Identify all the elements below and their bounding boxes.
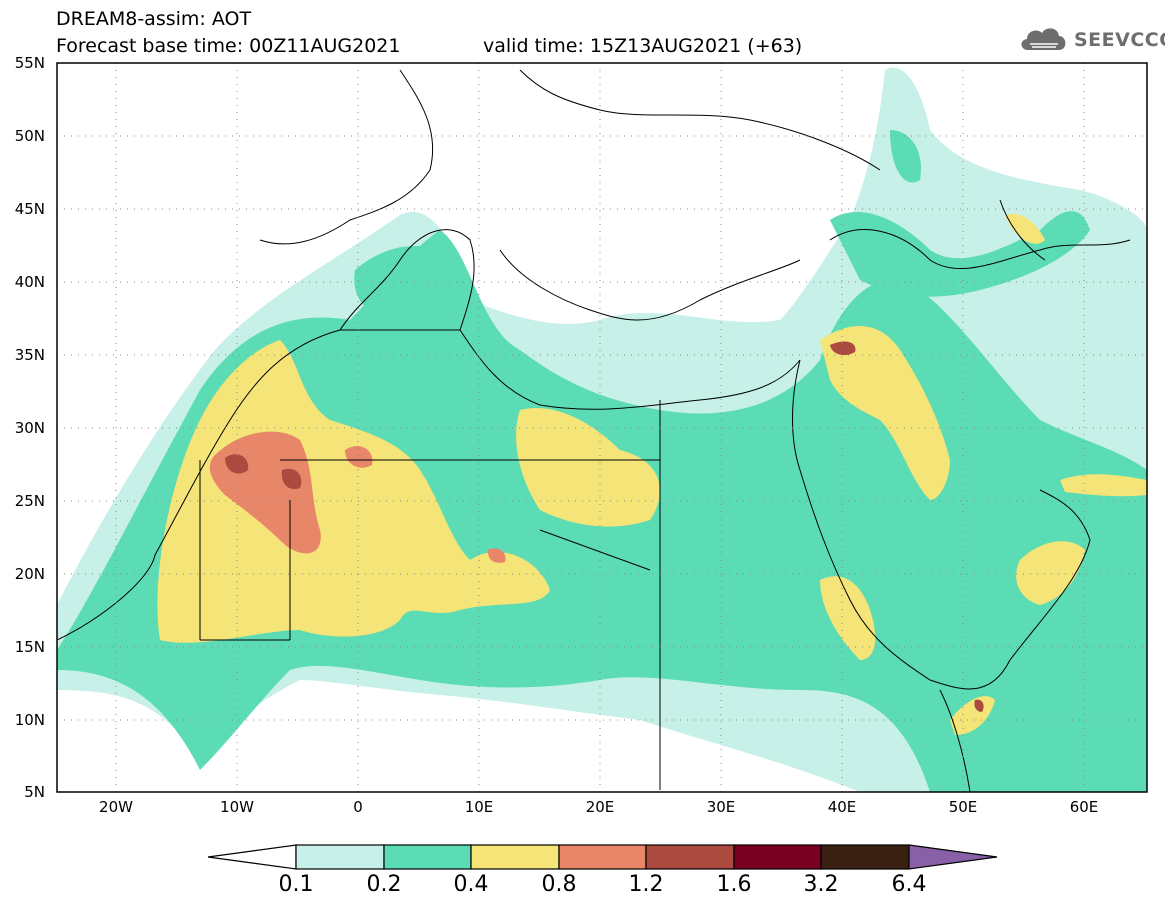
aot-field (57, 67, 1147, 792)
map-title: DREAM8-assim: AOT (56, 8, 252, 30)
valid-time: valid time: 15Z13AUG2021 (+63) (483, 35, 803, 57)
colorbar-label: 6.4 (891, 872, 927, 897)
colorbar (207, 844, 998, 870)
y-tick-label: 45N (15, 200, 45, 218)
x-tick-label: 20W (99, 798, 133, 816)
y-tick-label: 30N (15, 419, 45, 437)
colorbar-swatch (645, 844, 735, 870)
colorbar-label: 0.2 (366, 872, 402, 897)
colorbar-label: 1.6 (716, 872, 752, 897)
y-tick-label: 5N (24, 783, 45, 801)
aot-level-0.4 (157, 213, 1147, 735)
x-axis-labels: 20W 10W 0 10E 20E 30E 40E 50E 60E (99, 798, 1098, 816)
x-tick-label: 20E (586, 798, 615, 816)
colorbar-swatch (295, 844, 385, 870)
x-tick-label: 50E (949, 798, 978, 816)
colorbar-label: 1.2 (628, 872, 664, 897)
grid (57, 63, 1147, 792)
colorbar-label: 3.2 (803, 872, 839, 897)
y-tick-label: 15N (15, 638, 45, 656)
x-tick-label: 40E (828, 798, 857, 816)
colorbar-swatch (733, 844, 822, 870)
map-frame (56, 62, 1148, 793)
y-tick-label: 25N (15, 492, 45, 510)
forecast-base-time: Forecast base time: 00Z11AUG2021 (56, 35, 401, 57)
colorbar-swatch (558, 844, 647, 870)
colorbar-high-arrow (908, 844, 998, 870)
colorbar-label: 0.4 (453, 872, 489, 897)
x-tick-label: 30E (707, 798, 736, 816)
y-tick-label: 10N (15, 711, 45, 729)
colorbar-swatch (820, 844, 910, 870)
colorbar-swatch (470, 844, 560, 870)
logo-text: SEEVCCC (1074, 29, 1165, 51)
coastlines (57, 69, 1131, 792)
y-axis-labels: 55N 50N 45N 40N 35N 30N 25N 20N 15N 10N … (15, 54, 45, 801)
x-tick-label: 10E (465, 798, 494, 816)
aot-level-1.2 (225, 341, 984, 712)
y-tick-label: 55N (15, 54, 45, 72)
x-tick-label: 10W (220, 798, 254, 816)
colorbar-low-arrow (207, 844, 297, 870)
colorbar-label: 0.8 (541, 872, 577, 897)
x-tick-label: 60E (1070, 798, 1099, 816)
x-tick-label: 0 (353, 798, 363, 816)
seevccc-logo: SEEVCCC (1018, 22, 1165, 56)
y-tick-label: 40N (15, 273, 45, 291)
y-tick-label: 35N (15, 346, 45, 364)
cloud-logo-icon (1021, 28, 1066, 50)
y-tick-label: 20N (15, 565, 45, 583)
y-tick-label: 50N (15, 127, 45, 145)
colorbar-label: 0.1 (278, 872, 314, 897)
colorbar-swatch (383, 844, 472, 870)
